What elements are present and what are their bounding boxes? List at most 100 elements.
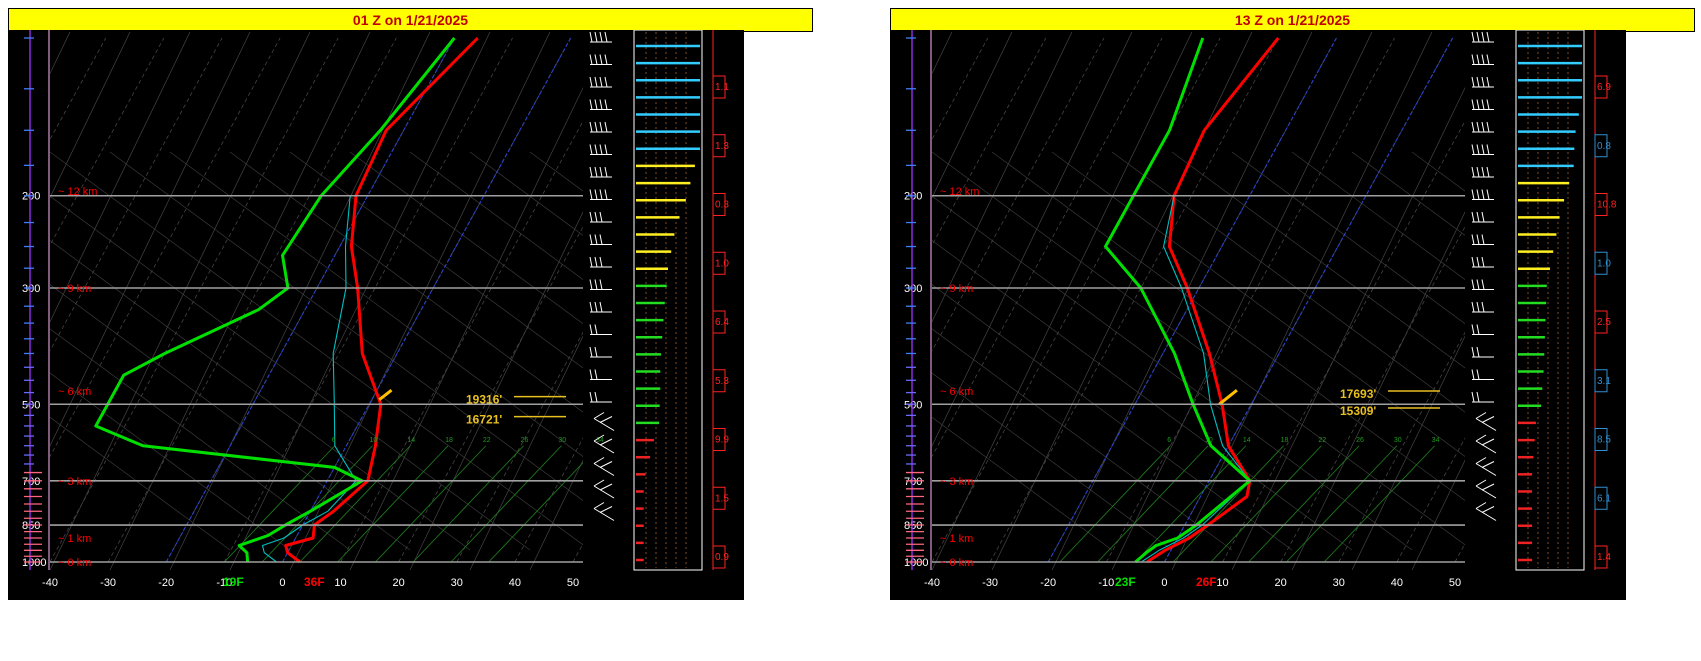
dry-adiabat-line: [1171, 151, 1465, 369]
wind-barb-flag: [1486, 54, 1490, 65]
icing-trace: [378, 389, 393, 401]
height-km-label: ~ 1 km: [58, 533, 91, 545]
x-tick-label: -20: [1040, 577, 1056, 589]
wind-barb-flag: [1471, 301, 1475, 313]
mixing-ratio-line: [261, 445, 373, 563]
mixing-ratio-line: [1135, 445, 1247, 563]
wind-barb-flag: [589, 76, 593, 88]
wind-barb-flag: [1476, 144, 1480, 155]
adiabat-line: [932, 32, 1013, 199]
mixing-ratio-label: 26: [1356, 437, 1364, 444]
wind-barb-flag: [599, 256, 603, 268]
x-axis-band: [8, 570, 608, 600]
x-tick-label: 10: [334, 577, 346, 589]
wind-barb-flag: [604, 166, 608, 178]
wind-barb-flag: [1475, 457, 1487, 464]
wind-barb-shaft: [1475, 418, 1497, 431]
wind-barb-flag: [589, 346, 593, 358]
right-scale-bracket: [712, 369, 726, 393]
wind-barb: [1471, 391, 1494, 403]
x-tick-label: -30: [982, 577, 998, 589]
wind-barb-flag: [594, 189, 598, 200]
right-scale-value: 1.1: [715, 82, 729, 93]
wind-barb: [1475, 457, 1497, 476]
mixing-ratio-line: [1172, 445, 1284, 563]
pressure-tick-label: 850: [904, 520, 922, 532]
right-scale-value: 0.9: [715, 552, 729, 563]
pressure-tick-label: 300: [904, 283, 922, 295]
wind-barb-flag: [1476, 369, 1480, 380]
wind-barb-flag: [1486, 76, 1490, 88]
dry-adiabat-line: [932, 240, 1353, 551]
x-tick-label: 50: [567, 577, 579, 589]
mixing-ratio-label: 30: [558, 437, 566, 444]
wind-barb-flag: [589, 99, 593, 110]
wind-barb-shaft: [1475, 508, 1497, 521]
right-scale-value: 9.9: [715, 435, 729, 446]
wind-barb: [589, 346, 612, 358]
wind-barb-flag: [1471, 324, 1475, 335]
dry-adiabat-line: [50, 240, 471, 551]
x-tick-label: -20: [158, 577, 174, 589]
wind-barb: [589, 144, 612, 155]
wind-barb: [1471, 54, 1494, 65]
dry-adiabat-line: [1652, 152, 1695, 550]
mixing-ratio-label: 22: [1318, 437, 1326, 444]
wind-barb-flag: [594, 369, 598, 380]
wind-barb-flag: [1481, 256, 1485, 268]
mixing-ratio-line: [337, 445, 449, 563]
wind-barb-flag: [604, 76, 608, 88]
height-annotation-label: 16721': [466, 413, 502, 427]
wind-barb: [1471, 121, 1494, 133]
isotherm-line: [50, 37, 339, 563]
dry-adiabat-line: [1111, 151, 1465, 413]
wind-barb-flag: [589, 189, 593, 200]
dry-adiabat-line: [50, 416, 231, 551]
dry-adiabat-line: [770, 152, 813, 550]
temperature-trace: [1146, 37, 1280, 564]
right-scale-value: 1.0: [715, 258, 729, 269]
dry-adiabat-line: [289, 151, 583, 369]
wind-barb: [589, 279, 612, 290]
right-scale-bracket: [1594, 369, 1608, 393]
pressure-tick-label: 1000: [22, 557, 46, 569]
plot-area: [932, 32, 1695, 570]
wind-barb-flag: [594, 301, 598, 313]
mixing-ratio-label: 10: [1205, 437, 1213, 444]
right-scale-bracket: [712, 251, 726, 275]
wind-barb-flag: [1471, 144, 1475, 155]
right-scale-value: 10.8: [1597, 200, 1617, 211]
wind-barb: [1471, 256, 1494, 268]
wind-barb: [1475, 412, 1497, 431]
mixing-ratio-label: 34: [596, 437, 604, 444]
wind-barb-flag: [1481, 99, 1485, 110]
wind-barb-flag: [1481, 461, 1495, 468]
wind-barb: [589, 76, 612, 88]
wind-barb-flag: [1476, 121, 1480, 133]
wind-barb-flag: [599, 31, 603, 43]
wind-barb: [1471, 144, 1494, 155]
isotherm-line: [932, 37, 989, 141]
wind-barb-flag: [1481, 31, 1485, 43]
wind-barb-flag: [589, 54, 593, 65]
isotherm-line: [932, 37, 1105, 352]
wind-barb-flag: [589, 234, 593, 245]
bar-column-frame: [633, 30, 703, 571]
right-scale-bracket: [712, 193, 726, 216]
wind-barb: [1471, 301, 1494, 313]
x-tick-label: 40: [1391, 577, 1403, 589]
mixing-ratio-line: [1059, 445, 1171, 563]
pressure-tick-label: 300: [22, 283, 40, 295]
wind-barb: [1471, 99, 1494, 110]
x-tick-label: 50: [1449, 577, 1461, 589]
wind-barb: [1475, 434, 1497, 454]
right-scale-bracket: [1594, 251, 1608, 275]
wind-barb-flag: [594, 324, 598, 335]
wind-barb-flag: [1476, 301, 1480, 313]
surface-temp-label: 26F: [1196, 575, 1217, 589]
x-tick-label: 40: [509, 577, 521, 589]
dry-adiabat-line: [932, 151, 1465, 546]
mixing-ratio-label: 30: [1394, 437, 1402, 444]
wind-barb-flag: [589, 144, 593, 155]
